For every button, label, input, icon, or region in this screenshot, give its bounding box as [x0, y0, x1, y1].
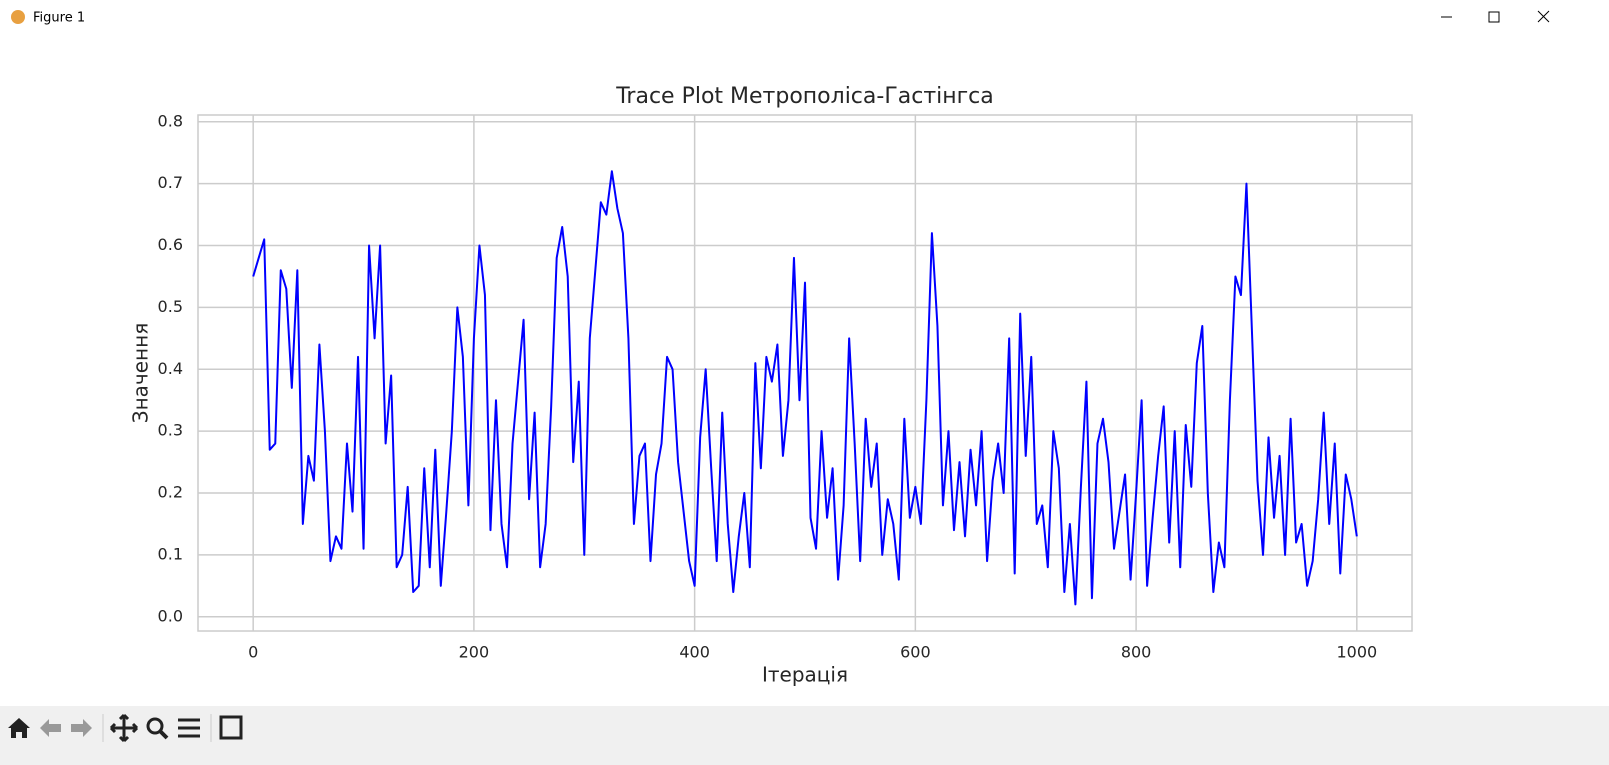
toolbar	[0, 706, 1609, 765]
x-tick-label: 0	[248, 643, 258, 662]
y-tick-label: 0.0	[158, 606, 183, 625]
x-tick-label: 200	[459, 643, 490, 662]
zoom-handle	[158, 729, 169, 740]
plot-frame	[197, 114, 1413, 632]
zoom-button[interactable]	[146, 717, 164, 735]
home-button[interactable]	[8, 718, 30, 738]
pan-button[interactable]	[109, 713, 139, 743]
x-tick-label: 1000	[1336, 643, 1377, 662]
y-tick-label: 0.3	[158, 421, 183, 440]
close-button[interactable]	[1537, 10, 1550, 23]
configure-button[interactable]	[178, 718, 200, 738]
chart-title: Trace Plot Метрополіса-Гастінгса	[615, 84, 994, 109]
x-axis-label: Ітерація	[762, 663, 848, 687]
x-tick-label: 800	[1121, 643, 1152, 662]
y-tick-label: 0.8	[158, 111, 183, 130]
save-button[interactable]	[219, 715, 243, 740]
trace-line	[252, 170, 1358, 606]
y-tick-label: 0.2	[158, 483, 183, 502]
y-tick-label: 0.6	[158, 235, 183, 254]
y-axis-label: Значення	[129, 323, 153, 423]
y-tick-label: 0.7	[158, 173, 183, 192]
back-button[interactable]	[40, 719, 61, 737]
title-bar	[0, 0, 1609, 34]
forward-button[interactable]	[71, 719, 92, 737]
x-tick-label: 600	[900, 643, 931, 662]
chart: Trace Plot Метрополіса-Гастінгса Ітераці…	[129, 84, 1413, 687]
y-tick-label: 0.5	[158, 297, 183, 316]
app-icon	[11, 10, 25, 24]
maximize-button[interactable]	[1488, 11, 1500, 23]
x-tick-label: 400	[679, 643, 710, 662]
y-tick-label: 0.1	[158, 544, 183, 563]
window-title: Figure 1	[33, 11, 85, 26]
y-tick-label: 0.4	[158, 359, 183, 378]
